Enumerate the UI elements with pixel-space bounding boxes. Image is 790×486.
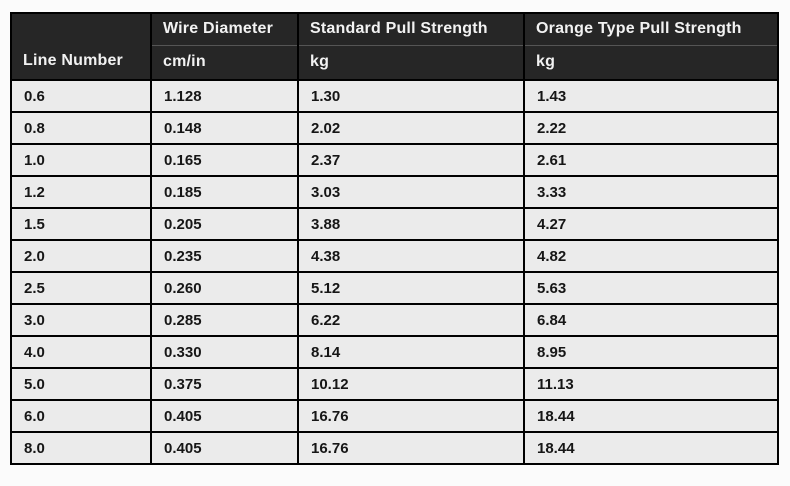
cell-line-number: 5.0 <box>10 367 152 401</box>
cell-orange-type-pull-strength: 8.95 <box>523 335 779 369</box>
table-row: 1.2 0.185 3.03 3.33 <box>10 175 779 209</box>
cell-standard-pull-strength: 2.37 <box>297 143 525 177</box>
cell-line-number: 2.5 <box>10 271 152 305</box>
cell-standard-pull-strength: 10.12 <box>297 367 525 401</box>
cell-orange-type-pull-strength: 1.43 <box>523 79 779 113</box>
table-row: 1.0 0.165 2.37 2.61 <box>10 143 779 177</box>
cell-line-number: 3.0 <box>10 303 152 337</box>
unit-orange-type-pull-strength: kg <box>523 44 779 81</box>
table-row: 2.0 0.235 4.38 4.82 <box>10 239 779 273</box>
cell-wire-diameter: 0.405 <box>150 399 299 433</box>
pull-strength-spec-table: Line Number Wire Diameter Standard Pull … <box>10 12 779 465</box>
table-row: 0.6 1.128 1.30 1.43 <box>10 79 779 113</box>
cell-line-number: 8.0 <box>10 431 152 465</box>
cell-line-number: 4.0 <box>10 335 152 369</box>
cell-standard-pull-strength: 5.12 <box>297 271 525 305</box>
cell-standard-pull-strength: 2.02 <box>297 111 525 145</box>
unit-standard-pull-strength: kg <box>297 44 525 81</box>
header-wire-diameter: Wire Diameter <box>150 12 299 46</box>
cell-wire-diameter: 0.205 <box>150 207 299 241</box>
cell-orange-type-pull-strength: 11.13 <box>523 367 779 401</box>
cell-orange-type-pull-strength: 18.44 <box>523 431 779 465</box>
cell-orange-type-pull-strength: 4.82 <box>523 239 779 273</box>
table-row: 2.5 0.260 5.12 5.63 <box>10 271 779 305</box>
cell-line-number: 1.5 <box>10 207 152 241</box>
header-standard-pull-strength: Standard Pull Strength <box>297 12 525 46</box>
unit-wire-diameter: cm/in <box>150 44 299 81</box>
table-row: 1.5 0.205 3.88 4.27 <box>10 207 779 241</box>
cell-orange-type-pull-strength: 6.84 <box>523 303 779 337</box>
cell-orange-type-pull-strength: 2.61 <box>523 143 779 177</box>
cell-line-number: 6.0 <box>10 399 152 433</box>
cell-wire-diameter: 0.375 <box>150 367 299 401</box>
cell-wire-diameter: 0.165 <box>150 143 299 177</box>
cell-orange-type-pull-strength: 4.27 <box>523 207 779 241</box>
cell-orange-type-pull-strength: 18.44 <box>523 399 779 433</box>
cell-standard-pull-strength: 1.30 <box>297 79 525 113</box>
cell-wire-diameter: 0.285 <box>150 303 299 337</box>
table-row: 5.0 0.375 10.12 11.13 <box>10 367 779 401</box>
cell-wire-diameter: 0.260 <box>150 271 299 305</box>
table-row: 6.0 0.405 16.76 18.44 <box>10 399 779 433</box>
cell-standard-pull-strength: 8.14 <box>297 335 525 369</box>
cell-orange-type-pull-strength: 3.33 <box>523 175 779 209</box>
cell-standard-pull-strength: 3.88 <box>297 207 525 241</box>
cell-wire-diameter: 1.128 <box>150 79 299 113</box>
header-orange-type-pull-strength: Orange Type Pull Strength <box>523 12 779 46</box>
cell-standard-pull-strength: 16.76 <box>297 431 525 465</box>
header-unit-row: cm/in kg kg <box>11 44 779 81</box>
cell-standard-pull-strength: 16.76 <box>297 399 525 433</box>
cell-line-number: 0.8 <box>10 111 152 145</box>
table-row: 3.0 0.285 6.22 6.84 <box>10 303 779 337</box>
cell-wire-diameter: 0.235 <box>150 239 299 273</box>
cell-standard-pull-strength: 4.38 <box>297 239 525 273</box>
cell-standard-pull-strength: 6.22 <box>297 303 525 337</box>
cell-orange-type-pull-strength: 5.63 <box>523 271 779 305</box>
header-line-number: Line Number <box>10 12 152 81</box>
table-row: 0.8 0.148 2.02 2.22 <box>10 111 779 145</box>
cell-line-number: 0.6 <box>10 79 152 113</box>
table-row: 8.0 0.405 16.76 18.44 <box>10 431 779 465</box>
cell-wire-diameter: 0.330 <box>150 335 299 369</box>
table-row: 4.0 0.330 8.14 8.95 <box>10 335 779 369</box>
cell-wire-diameter: 0.405 <box>150 431 299 465</box>
cell-line-number: 1.2 <box>10 175 152 209</box>
spec-table-container: Line Number Wire Diameter Standard Pull … <box>10 12 779 465</box>
cell-wire-diameter: 0.185 <box>150 175 299 209</box>
cell-standard-pull-strength: 3.03 <box>297 175 525 209</box>
cell-wire-diameter: 0.148 <box>150 111 299 145</box>
cell-orange-type-pull-strength: 2.22 <box>523 111 779 145</box>
cell-line-number: 2.0 <box>10 239 152 273</box>
cell-line-number: 1.0 <box>10 143 152 177</box>
header-group-row: Line Number Wire Diameter Standard Pull … <box>10 12 779 81</box>
